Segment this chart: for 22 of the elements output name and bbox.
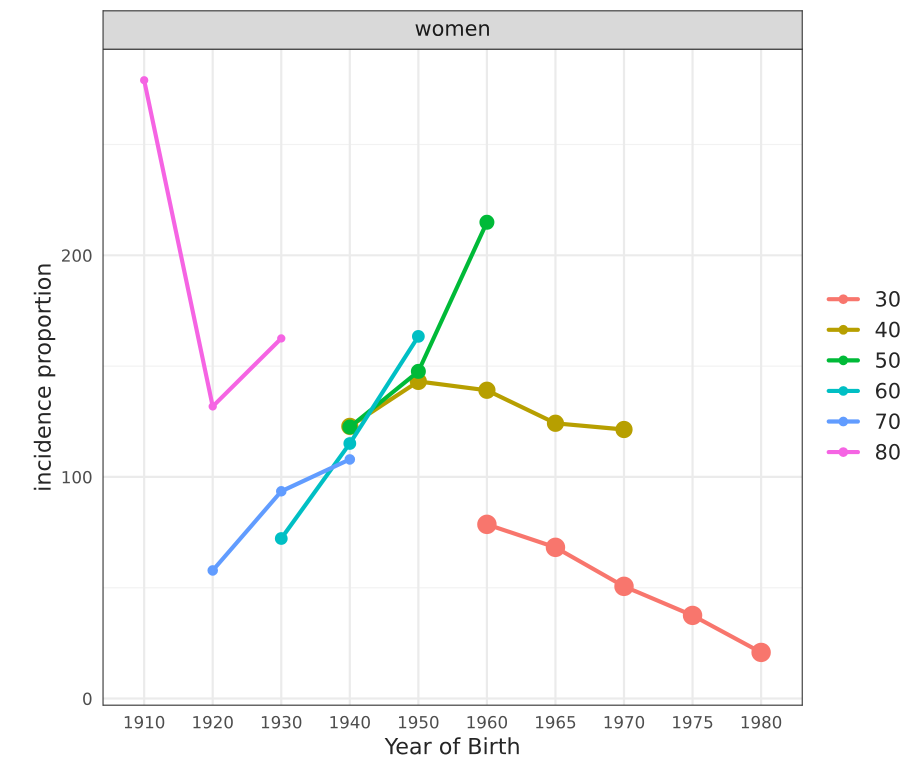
- y-tick-label: 200: [62, 249, 92, 262]
- x-tick-label: 1965: [536, 716, 576, 728]
- legend-label: 50: [876, 352, 900, 368]
- legend-label: 70: [876, 413, 900, 430]
- x-tick-label: 1950: [398, 716, 438, 728]
- legend-label: 40: [876, 322, 900, 338]
- x-tick-label: 1940: [330, 716, 370, 728]
- y-axis-title: incidence proportion: [34, 264, 56, 490]
- x-tick-label: 1910: [124, 716, 164, 728]
- chart-title: women: [415, 24, 489, 36]
- legend-label: 30: [876, 291, 900, 307]
- legend-label: 60: [876, 382, 900, 399]
- x-tick-label: 1975: [673, 716, 712, 728]
- y-tick-label: 100: [62, 470, 92, 484]
- x-axis-title: Year of Birth: [384, 737, 519, 754]
- x-tick-label: 1960: [468, 716, 508, 728]
- x-tick-label: 1930: [262, 716, 302, 728]
- x-tick-label: 1980: [742, 716, 782, 728]
- y-tick-label: 0: [83, 692, 92, 706]
- legend-label: 80: [876, 444, 900, 460]
- x-tick-label: 1970: [604, 716, 644, 728]
- x-tick-label: 1920: [193, 716, 233, 728]
